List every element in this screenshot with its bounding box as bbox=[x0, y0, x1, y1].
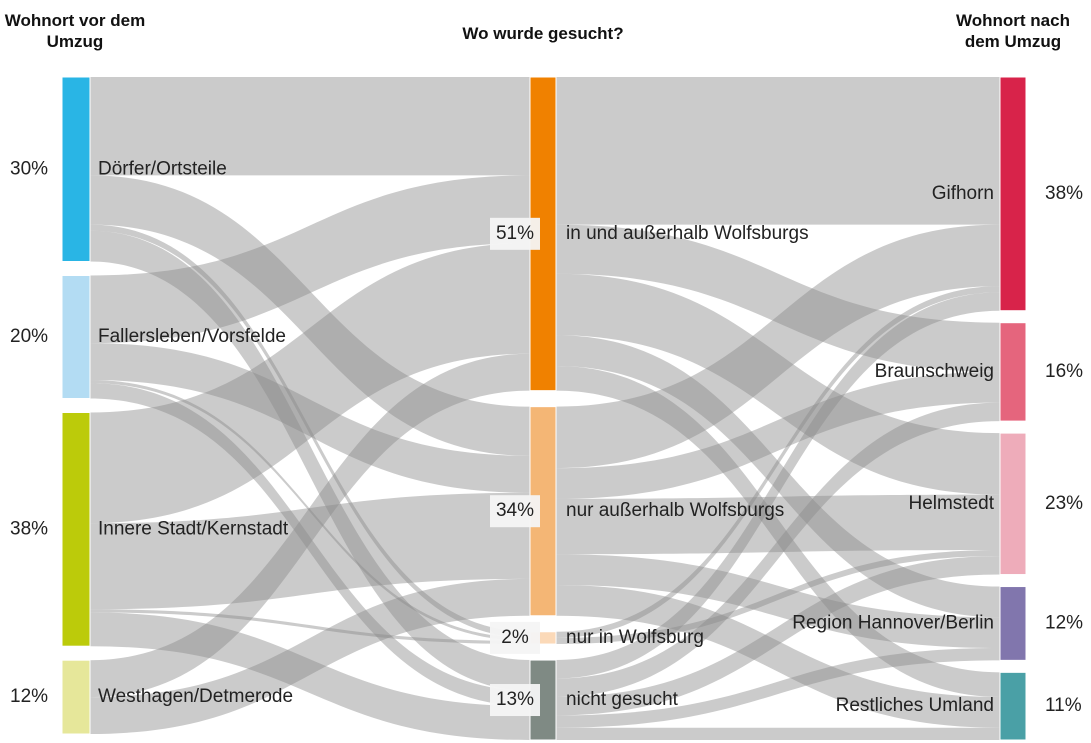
node-label: Dörfer/Ortsteile bbox=[98, 158, 227, 179]
node-value: 20% bbox=[10, 326, 48, 347]
node-bar bbox=[999, 432, 1027, 576]
flow bbox=[556, 273, 1000, 495]
flow bbox=[556, 554, 1000, 649]
node-label: Innere Stadt/Kernstadt bbox=[98, 518, 289, 539]
flow bbox=[90, 224, 530, 638]
flow bbox=[90, 77, 530, 176]
column-title: Wohnort nach dem Umzug bbox=[956, 11, 1070, 51]
flow bbox=[90, 175, 530, 344]
flow bbox=[556, 77, 1000, 225]
node-bar bbox=[61, 275, 91, 399]
flow bbox=[556, 224, 1000, 372]
flow bbox=[90, 578, 530, 734]
flow bbox=[556, 335, 1000, 618]
flow bbox=[556, 556, 1000, 716]
node-bar bbox=[999, 671, 1027, 741]
flow bbox=[556, 494, 1000, 555]
node-label: Helmstedt bbox=[908, 493, 994, 514]
node-value: 30% bbox=[10, 158, 48, 179]
node-value: 12% bbox=[1045, 612, 1083, 633]
node-bar bbox=[61, 659, 91, 735]
flow bbox=[90, 609, 530, 645]
node-label: nicht gesucht bbox=[566, 689, 679, 710]
node-bar bbox=[999, 322, 1027, 422]
node-value: 38% bbox=[10, 518, 48, 539]
flow bbox=[90, 230, 530, 691]
node-value: 13% bbox=[496, 689, 534, 710]
flow bbox=[556, 224, 1000, 469]
value-box bbox=[490, 684, 540, 717]
node-value: 16% bbox=[1045, 361, 1083, 382]
flow bbox=[556, 371, 1000, 499]
node-bar bbox=[61, 76, 91, 262]
node-bar bbox=[999, 76, 1027, 312]
flow bbox=[556, 648, 1000, 728]
node-label: Braunschweig bbox=[875, 361, 994, 382]
node-value: 38% bbox=[1045, 183, 1083, 204]
flow bbox=[90, 612, 530, 740]
node-bar bbox=[61, 412, 91, 647]
flow bbox=[90, 380, 530, 641]
node-value: 51% bbox=[496, 223, 534, 244]
node-value: 34% bbox=[496, 500, 534, 521]
node-label: nur außerhalb Wolfsburgs bbox=[566, 500, 784, 521]
flow bbox=[90, 343, 530, 493]
flow bbox=[90, 175, 530, 456]
flow bbox=[556, 727, 1000, 740]
value-box bbox=[490, 217, 540, 250]
node-label: Westhagen/Detmerode bbox=[98, 686, 293, 707]
flow bbox=[556, 286, 1000, 638]
flow bbox=[90, 353, 530, 698]
value-box bbox=[490, 495, 540, 528]
flow bbox=[90, 243, 530, 524]
node-label: Gifhorn bbox=[932, 183, 994, 204]
node-value: 23% bbox=[1045, 493, 1083, 514]
node-value: 11% bbox=[1045, 695, 1082, 716]
node-label: in und außerhalb Wolfsburgs bbox=[566, 223, 809, 244]
column-title: Wohnort vor dem Umzug bbox=[4, 11, 146, 51]
column-title: Wo wurde gesucht? bbox=[462, 24, 624, 43]
node-bar bbox=[999, 586, 1027, 661]
flow bbox=[90, 492, 530, 610]
flow bbox=[556, 402, 1000, 697]
flow bbox=[90, 383, 530, 707]
flow bbox=[556, 549, 1000, 645]
links bbox=[90, 77, 1000, 740]
flow bbox=[556, 292, 1000, 679]
node-value: 12% bbox=[10, 686, 48, 707]
flow bbox=[556, 366, 1000, 697]
node-value: 2% bbox=[501, 627, 529, 648]
node-label: Restliches Umland bbox=[836, 695, 994, 716]
node-label: Region Hannover/Berlin bbox=[792, 612, 994, 633]
value-box bbox=[490, 621, 540, 654]
node-label: nur in Wolfsburg bbox=[566, 627, 704, 648]
flow bbox=[556, 585, 1000, 728]
node-label: Fallersleben/Vorsfelde bbox=[98, 326, 286, 347]
